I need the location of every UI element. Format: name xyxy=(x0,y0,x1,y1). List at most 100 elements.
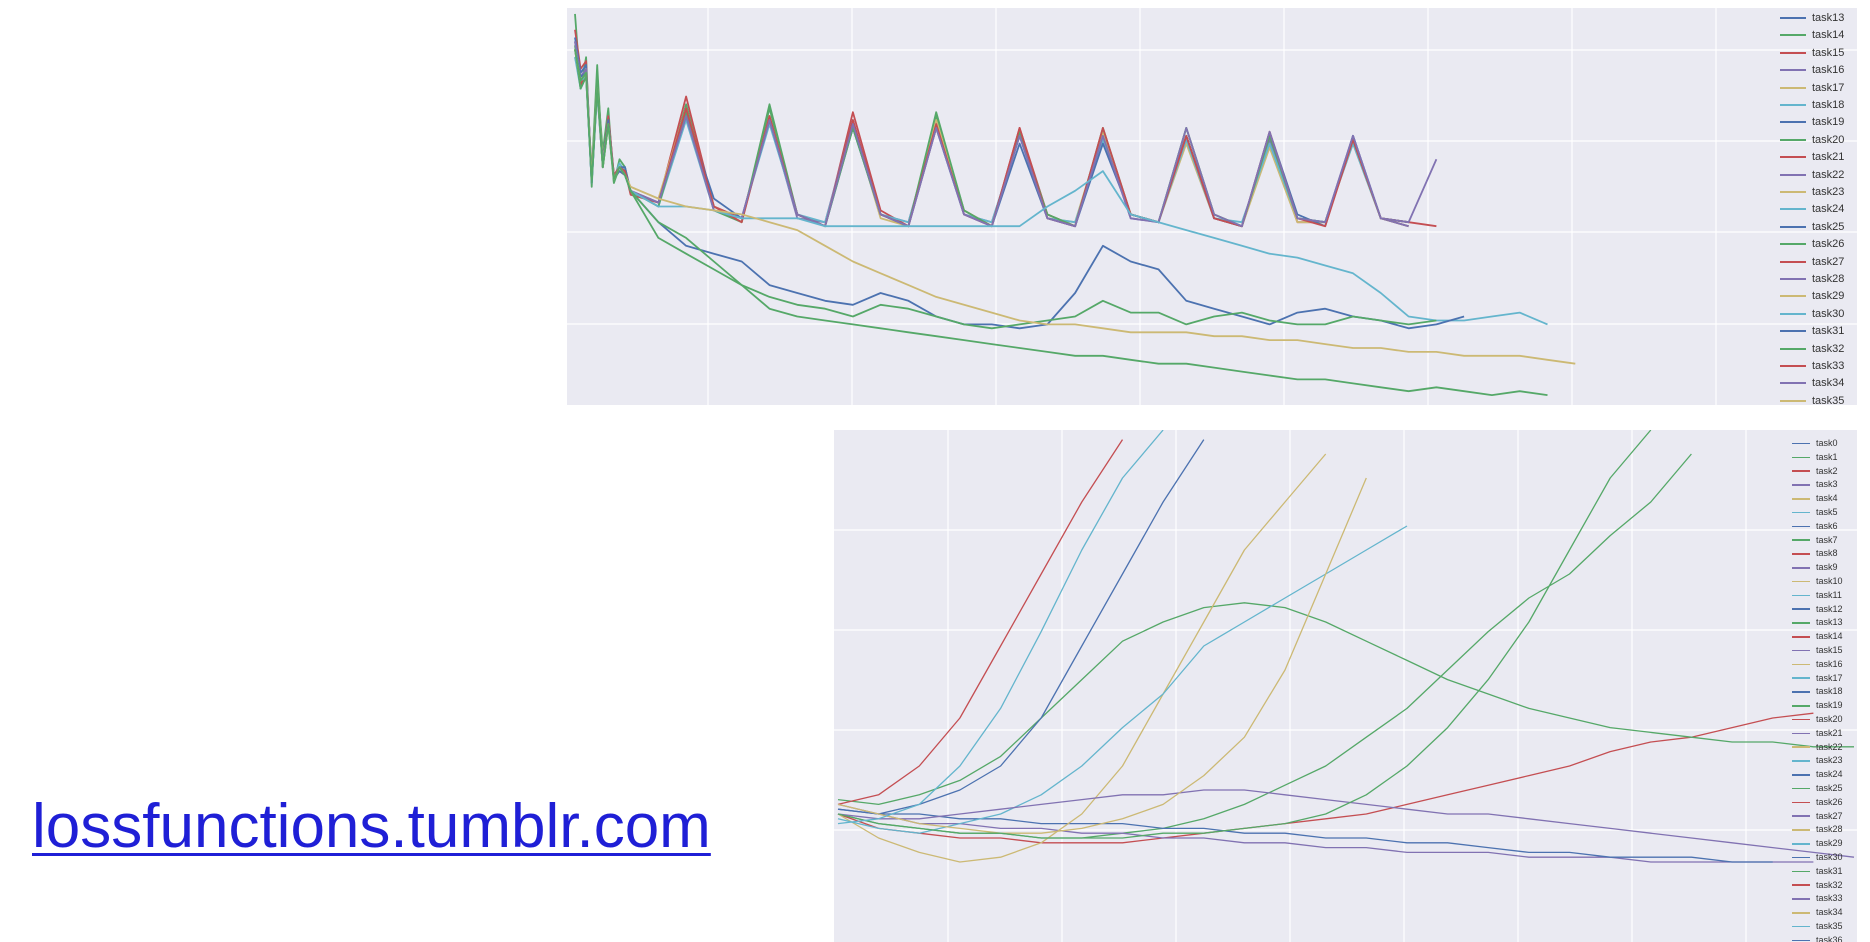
legend-swatch xyxy=(1780,365,1806,368)
legend-label: task18 xyxy=(1812,99,1845,111)
legend-label: task2 xyxy=(1816,465,1838,476)
legend-entry-task26: task26 xyxy=(1780,238,1844,250)
legend-entry-task32: task32 xyxy=(1792,880,1843,890)
legend-label: task1 xyxy=(1816,451,1838,462)
legend-label: task33 xyxy=(1816,893,1843,904)
legend-swatch xyxy=(1792,801,1810,804)
legend-swatch xyxy=(1792,732,1810,735)
legend-swatch xyxy=(1780,208,1806,211)
series-line-task31 xyxy=(574,49,1437,330)
legend-entry-task23: task23 xyxy=(1780,186,1844,198)
legend-label: task14 xyxy=(1812,29,1845,42)
legend-label: task25 xyxy=(1816,783,1843,793)
legend-entry-task33: task33 xyxy=(1780,360,1844,372)
legend-entry-task14: task14 xyxy=(1792,631,1843,641)
series-line-task1 xyxy=(837,453,1692,839)
legend-swatch xyxy=(1792,774,1810,776)
legend-entry-task27: task27 xyxy=(1780,256,1844,268)
legend-swatch xyxy=(1780,382,1806,385)
legend-swatch xyxy=(1780,330,1806,333)
legend-entry-task33: task33 xyxy=(1792,893,1843,903)
series-line-task28 xyxy=(837,789,1855,858)
legend-swatch xyxy=(1792,815,1810,817)
legend-entry-task11: task11 xyxy=(1792,590,1842,600)
series-line-task22 xyxy=(837,453,1327,863)
legend-swatch xyxy=(1780,225,1806,228)
legend-entry-task16: task16 xyxy=(1780,64,1844,76)
legend-swatch xyxy=(1780,260,1806,263)
legend-swatch xyxy=(1780,173,1806,176)
legend-swatch xyxy=(1792,608,1810,610)
legend-entry-task10: task10 xyxy=(1792,576,1843,586)
legend-label: task26 xyxy=(1812,238,1845,251)
legend-label: task26 xyxy=(1816,796,1843,807)
legend-entry-task12: task12 xyxy=(1792,604,1843,614)
legend-swatch xyxy=(1792,470,1810,472)
legend-entry-task25: task25 xyxy=(1792,783,1843,793)
legend-entry-task25: task25 xyxy=(1780,221,1844,233)
legend-swatch xyxy=(1792,925,1810,928)
legend-entry-task27: task27 xyxy=(1792,811,1843,821)
legend-label: task24 xyxy=(1816,769,1843,780)
legend-swatch xyxy=(1792,484,1810,486)
legend-swatch xyxy=(1792,594,1810,597)
legend-label: task8 xyxy=(1816,548,1838,559)
series-line-task3 xyxy=(837,803,1814,863)
legend-label: task14 xyxy=(1816,631,1843,642)
site-link[interactable]: lossfunctions.tumblr.com xyxy=(32,792,711,861)
legend-entry-task29: task29 xyxy=(1780,290,1844,302)
legend-label: task23 xyxy=(1812,186,1845,198)
series-line-task2 xyxy=(837,712,1814,844)
top-loss-chart: task13 task14 task15 task16 task17 task18 task… xyxy=(567,8,1857,405)
legend-swatch xyxy=(1780,191,1806,194)
series-line-task26 xyxy=(837,439,1124,806)
series-line-task36 xyxy=(837,430,1164,825)
legend-swatch xyxy=(1792,511,1810,514)
legend-entry-task22: task22 xyxy=(1792,742,1843,752)
legend-label: task27 xyxy=(1816,810,1843,821)
legend-entry-task23: task23 xyxy=(1792,755,1843,765)
legend-label: task15 xyxy=(1816,645,1843,655)
legend-label: task21 xyxy=(1812,151,1845,164)
legend-swatch xyxy=(1792,705,1810,707)
legend-label: task36 xyxy=(1816,934,1843,942)
bottom-chart-legend: task0 task1 task2 task3 task4 task5 task6 task7… xyxy=(1792,438,1857,942)
legend-swatch xyxy=(1792,442,1810,445)
legend-label: task35 xyxy=(1816,921,1843,931)
legend-swatch xyxy=(1792,525,1810,528)
series-line-task21 xyxy=(574,41,1438,228)
legend-entry-task14: task14 xyxy=(1780,29,1844,41)
series-line-task34 xyxy=(837,477,1367,834)
legend-swatch xyxy=(1780,17,1806,20)
legend-swatch xyxy=(1780,295,1806,298)
legend-swatch xyxy=(1780,138,1806,141)
legend-entry-task16: task16 xyxy=(1792,659,1843,669)
legend-label: task10 xyxy=(1816,576,1843,586)
legend-entry-task34: task34 xyxy=(1780,377,1844,389)
legend-entry-task24: task24 xyxy=(1780,203,1844,215)
legend-swatch xyxy=(1792,760,1810,762)
legend-label: task19 xyxy=(1816,700,1843,711)
legend-swatch xyxy=(1780,34,1806,37)
legend-swatch xyxy=(1792,456,1810,459)
series-line-task20 xyxy=(574,49,1437,228)
legend-entry-task7: task7 xyxy=(1792,535,1838,545)
legend-label: task15 xyxy=(1812,46,1845,59)
legend-entry-task35: task35 xyxy=(1792,921,1843,931)
legend-label: task23 xyxy=(1816,755,1843,766)
legend-label: task28 xyxy=(1816,824,1843,835)
legend-entry-task9: task9 xyxy=(1792,562,1838,572)
legend-swatch xyxy=(1780,69,1806,72)
legend-label: task34 xyxy=(1812,377,1845,390)
legend-swatch xyxy=(1792,580,1810,583)
legend-swatch xyxy=(1792,567,1810,569)
legend-entry-task13: task13 xyxy=(1792,617,1843,627)
legend-label: task4 xyxy=(1816,493,1838,504)
bottom-loss-chart: task0 task1 task2 task3 task4 task5 task6 task7… xyxy=(834,430,1857,942)
legend-label: task32 xyxy=(1812,342,1845,355)
legend-swatch xyxy=(1792,663,1810,666)
legend-swatch xyxy=(1780,399,1806,402)
legend-label: task22 xyxy=(1816,741,1843,752)
top-chart-canvas xyxy=(567,8,1857,405)
legend-label: task31 xyxy=(1812,325,1845,338)
